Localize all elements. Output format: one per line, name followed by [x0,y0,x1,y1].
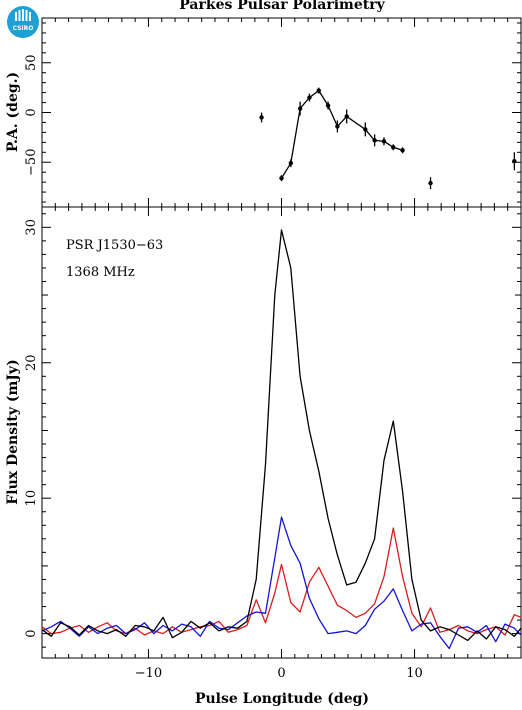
pa-data-point [307,95,312,100]
flux-tick-labels: −10 0 10 0 10 20 30 [24,219,423,681]
flux-plot-area [41,229,522,650]
pa-data-point [381,139,387,144]
pa-tick-label: 0 [24,108,39,116]
pa-plot-area [259,87,517,190]
linear-polarization-line [41,527,522,636]
pa-tick-label: −50 [24,149,39,176]
frequency-annotation: 1368 MHz [66,265,135,280]
pa-data-point [288,161,294,166]
x-axis-label: Pulse Longitude (deg) [195,691,369,707]
flux-tick-label: 0 [24,629,39,637]
x-tick-label: 10 [406,666,423,681]
pa-data-point [428,180,433,186]
pa-data-point [335,124,340,129]
flux-panel-ticks [41,207,522,658]
flux-tick-label: 30 [24,219,39,236]
flux-axis-label: Flux Density (mJy) [5,359,21,504]
circular-polarization-line [41,516,522,650]
pa-data-point [259,115,264,120]
pa-panel-ticks [41,18,522,207]
flux-tick-label: 10 [24,490,39,507]
pa-data-point [400,148,405,153]
pa-tick-labels: −50 0 50 [24,54,39,175]
pa-data-point [344,114,349,119]
pa-data-point [279,175,284,181]
pa-data-point [391,145,396,150]
pa-data-point [325,103,331,108]
x-tick-label: 0 [277,666,285,681]
figure-title: Parkes Pulsar Polarimetry [179,0,385,13]
csiro-logo-text: CSIRO [13,25,34,32]
pa-data-point [363,127,368,132]
pa-axis-label: P.A. (deg.) [5,72,21,152]
x-tick-label: −10 [135,666,162,681]
flux-tick-label: 20 [24,354,39,371]
pa-data-point [372,138,377,143]
pa-data-point [316,88,321,93]
pulsar-name-annotation: PSR J1530−63 [66,238,163,253]
pa-data-point [297,106,303,111]
csiro-logo-icon: CSIRO [7,6,39,38]
pa-data-point [512,159,517,164]
total-intensity-line [41,229,522,642]
pa-tick-label: 50 [24,54,39,71]
